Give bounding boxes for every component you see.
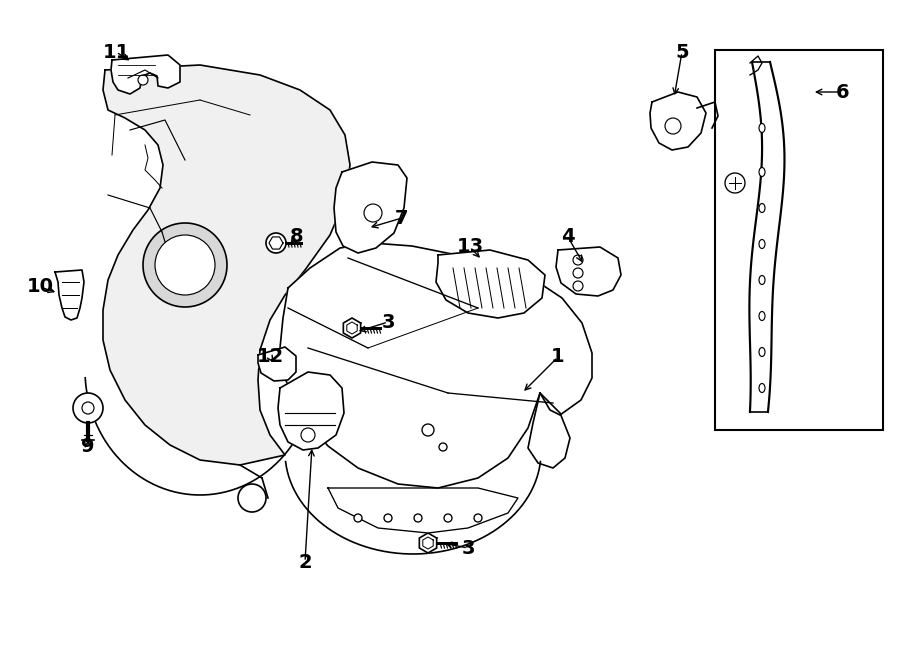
Text: 5: 5	[675, 42, 688, 61]
Circle shape	[414, 514, 422, 522]
Circle shape	[665, 118, 681, 134]
Circle shape	[73, 393, 103, 423]
Polygon shape	[334, 162, 407, 253]
Ellipse shape	[759, 204, 765, 212]
Text: 10: 10	[26, 278, 53, 297]
Circle shape	[444, 514, 452, 522]
Text: 13: 13	[456, 237, 483, 256]
Circle shape	[364, 204, 382, 222]
Circle shape	[384, 514, 392, 522]
Circle shape	[238, 484, 266, 512]
Polygon shape	[55, 270, 84, 320]
Polygon shape	[343, 318, 361, 338]
Circle shape	[573, 281, 583, 291]
Ellipse shape	[759, 311, 765, 321]
Circle shape	[725, 173, 745, 193]
Circle shape	[573, 255, 583, 265]
Ellipse shape	[759, 167, 765, 176]
Polygon shape	[419, 533, 436, 553]
Circle shape	[82, 402, 94, 414]
Circle shape	[422, 424, 434, 436]
Ellipse shape	[759, 276, 765, 284]
Polygon shape	[750, 62, 785, 412]
Bar	[715, 50, 883, 430]
Polygon shape	[556, 247, 621, 296]
Circle shape	[354, 514, 362, 522]
Ellipse shape	[759, 348, 765, 356]
Circle shape	[138, 75, 148, 85]
Polygon shape	[258, 347, 296, 381]
Text: 11: 11	[103, 42, 130, 61]
Circle shape	[143, 223, 227, 307]
Text: 3: 3	[461, 539, 475, 557]
Ellipse shape	[759, 239, 765, 249]
Polygon shape	[528, 393, 570, 468]
Polygon shape	[436, 250, 545, 318]
Polygon shape	[278, 372, 344, 450]
Polygon shape	[103, 65, 350, 465]
Circle shape	[573, 268, 583, 278]
Circle shape	[474, 514, 482, 522]
Circle shape	[439, 443, 447, 451]
Text: 9: 9	[81, 438, 94, 457]
Ellipse shape	[759, 124, 765, 132]
Circle shape	[155, 235, 215, 295]
Polygon shape	[280, 243, 592, 488]
Text: 3: 3	[382, 313, 395, 332]
Text: 12: 12	[256, 348, 284, 366]
Text: 2: 2	[298, 553, 311, 572]
Text: 6: 6	[836, 83, 850, 102]
Polygon shape	[111, 55, 180, 94]
Ellipse shape	[759, 383, 765, 393]
Text: 1: 1	[551, 348, 565, 366]
Circle shape	[266, 233, 286, 253]
Text: 4: 4	[562, 227, 575, 247]
Text: 7: 7	[395, 208, 409, 227]
Polygon shape	[328, 488, 518, 533]
Circle shape	[301, 428, 315, 442]
Text: 8: 8	[290, 227, 304, 247]
Polygon shape	[650, 92, 706, 150]
